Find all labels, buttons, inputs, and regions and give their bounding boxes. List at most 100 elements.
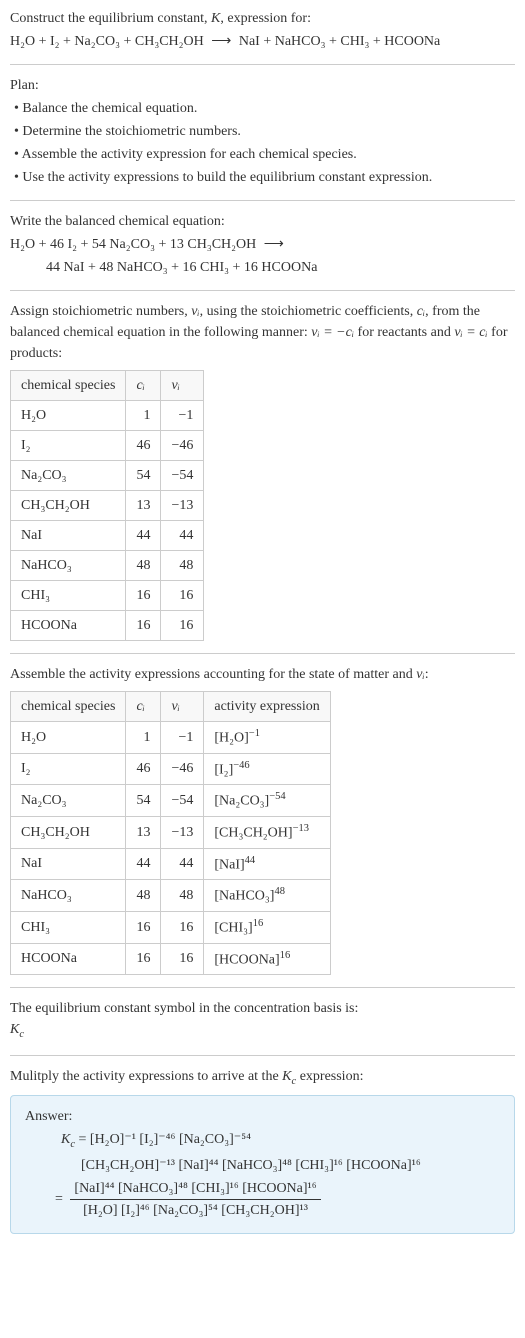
- th-species: chemical species: [11, 371, 126, 401]
- cell-ci: 16: [126, 581, 161, 611]
- fraction: [NaI]⁴⁴ [NaHCO₃]⁴⁸ [CHI₃]¹⁶ [HCOONa]¹⁶ […: [70, 1178, 320, 1221]
- table-row: H₂O 1 −1: [11, 401, 204, 431]
- mult-text-a: Mulitply the activity expressions to arr…: [10, 1069, 282, 1084]
- plan-item: • Assemble the activity expression for e…: [14, 144, 515, 165]
- cell-ci: 48: [126, 551, 161, 581]
- cell-ci: 16: [126, 611, 161, 641]
- answer-line1: Kc = [H₂O]⁻¹ [I₂]⁻⁴⁶ [Na₂CO₃]⁻⁵⁴: [25, 1129, 500, 1153]
- th-ci: cᵢ: [126, 692, 161, 722]
- cell-ci: 46: [126, 431, 161, 461]
- cell-vi: −1: [161, 401, 204, 431]
- cell-species: I₂: [11, 753, 126, 785]
- table-row: NaHCO₃ 48 48: [11, 551, 204, 581]
- kc-k: K: [10, 1022, 19, 1037]
- intro-section: Construct the equilibrium constant, K, e…: [10, 8, 515, 52]
- symbol-text: The equilibrium constant symbol in the c…: [10, 998, 515, 1019]
- cell-ci: 16: [126, 911, 161, 943]
- cell-ci: 13: [126, 816, 161, 848]
- mult-text-b: expression:: [296, 1069, 363, 1084]
- intro-equation: H₂O + I₂ + Na₂CO₃ + CH₃CH₂OH ⟶ NaI + NaH…: [10, 31, 515, 52]
- table-row: CHI₃ 16 16: [11, 581, 204, 611]
- frac-denominator: [H₂O] [I₂]⁴⁶ [Na₂CO₃]⁵⁴ [CH₃CH₂OH]¹³: [70, 1200, 320, 1221]
- plan-section: Plan: • Balance the chemical equation. •…: [10, 75, 515, 188]
- cell-ci: 44: [126, 521, 161, 551]
- assemble-text-b: :: [425, 667, 429, 682]
- cell-vi: −13: [161, 816, 204, 848]
- th-species: chemical species: [11, 692, 126, 722]
- assemble-section: Assemble the activity expressions accoun…: [10, 664, 515, 975]
- balanced-section: Write the balanced chemical equation: H₂…: [10, 211, 515, 278]
- cell-ci: 48: [126, 880, 161, 912]
- intro-prefix: Construct the equilibrium constant,: [10, 11, 211, 26]
- cell-activity: [NaI]44: [204, 848, 330, 880]
- table-row: I₂ 46 −46 [I₂]−46: [11, 753, 331, 785]
- rel1: νᵢ = −cᵢ: [311, 325, 354, 340]
- cell-species: H₂O: [11, 401, 126, 431]
- multiply-section: Mulitply the activity expressions to arr…: [10, 1066, 515, 1234]
- arrow-icon: ⟶: [211, 31, 231, 52]
- balanced-lhs: H₂O + 46 I₂ + 54 Na₂CO₃ + 13 CH₃CH₂OH: [10, 237, 256, 252]
- cell-vi: 16: [161, 911, 204, 943]
- cell-vi: 44: [161, 521, 204, 551]
- table-row: H₂O 1 −1 [H₂O]−1: [11, 722, 331, 754]
- table-row: HCOONa 16 16: [11, 611, 204, 641]
- answer-label: Answer:: [25, 1106, 500, 1127]
- cell-species: HCOONa: [11, 943, 126, 975]
- table-row: CH₃CH₂OH 13 −13 [CH₃CH₂OH]−13: [11, 816, 331, 848]
- cell-species: NaHCO₃: [11, 880, 126, 912]
- cell-ci: 1: [126, 401, 161, 431]
- cell-activity: [CH₃CH₂OH]−13: [204, 816, 330, 848]
- cell-activity: [Na₂CO₃]−54: [204, 785, 330, 817]
- cell-vi: −1: [161, 722, 204, 754]
- answer-expr2: [CH₃CH₂OH]⁻¹³ [NaI]⁴⁴ [NaHCO₃]⁴⁸ [CHI₃]¹…: [81, 1158, 421, 1173]
- nu-i: νᵢ: [191, 304, 199, 319]
- cell-species: Na₂CO₃: [11, 785, 126, 817]
- cell-species: CHI₃: [11, 911, 126, 943]
- c-i: cᵢ: [417, 304, 425, 319]
- cell-vi: 16: [161, 943, 204, 975]
- divider: [10, 653, 515, 654]
- table-header-row: chemical species cᵢ νᵢ activity expressi…: [11, 692, 331, 722]
- assemble-text: Assemble the activity expressions accoun…: [10, 664, 515, 685]
- cell-vi: −54: [161, 461, 204, 491]
- table-row: NaHCO₃ 48 48 [NaHCO₃]48: [11, 880, 331, 912]
- cell-ci: 13: [126, 491, 161, 521]
- eq-lhs: H₂O + I₂ + Na₂CO₃ + CH₃CH₂OH: [10, 34, 204, 49]
- cell-activity: [I₂]−46: [204, 753, 330, 785]
- vi-header: νᵢ: [171, 699, 179, 714]
- balanced-rhs: 44 NaI + 48 NaHCO₃ + 16 CHI₃ + 16 HCOONa: [46, 260, 317, 275]
- th-ci: cᵢ: [126, 371, 161, 401]
- cell-vi: −46: [161, 431, 204, 461]
- assemble-text-a: Assemble the activity expressions accoun…: [10, 667, 416, 682]
- frac-numerator: [NaI]⁴⁴ [NaHCO₃]⁴⁸ [CHI₃]¹⁶ [HCOONa]¹⁶: [70, 1178, 320, 1200]
- cell-vi: 16: [161, 581, 204, 611]
- th-vi: νᵢ: [161, 692, 204, 722]
- cell-species: HCOONa: [11, 611, 126, 641]
- cell-species: CH₃CH₂OH: [11, 816, 126, 848]
- cell-species: H₂O: [11, 722, 126, 754]
- balanced-equation: H₂O + 46 I₂ + 54 Na₂CO₃ + 13 CH₃CH₂OH ⟶: [10, 234, 515, 255]
- eq-sign: =: [55, 1192, 66, 1207]
- assign-text-d: for reactants and: [354, 325, 454, 340]
- cell-ci: 16: [126, 943, 161, 975]
- cell-ci: 1: [126, 722, 161, 754]
- cell-species: I₂: [11, 431, 126, 461]
- table-row: HCOONa 16 16 [HCOONa]16: [11, 943, 331, 975]
- cell-vi: −54: [161, 785, 204, 817]
- table-row: NaI 44 44: [11, 521, 204, 551]
- table-header-row: chemical species cᵢ νᵢ: [11, 371, 204, 401]
- cell-species: CH₃CH₂OH: [11, 491, 126, 521]
- cell-species: Na₂CO₃: [11, 461, 126, 491]
- plan-item: • Use the activity expressions to build …: [14, 167, 515, 188]
- arrow-icon: ⟶: [264, 234, 284, 255]
- answer-expr1: = [H₂O]⁻¹ [I₂]⁻⁴⁶ [Na₂CO₃]⁻⁵⁴: [75, 1132, 251, 1147]
- eq-rhs: NaI + NaHCO₃ + CHI₃ + HCOONa: [239, 34, 440, 49]
- table-row: CHI₃ 16 16 [CHI₃]16: [11, 911, 331, 943]
- ci-header: cᵢ: [136, 378, 144, 393]
- plan-list: • Balance the chemical equation. • Deter…: [10, 98, 515, 188]
- balanced-title: Write the balanced chemical equation:: [10, 211, 515, 232]
- assign-text-a: Assign stoichiometric numbers,: [10, 304, 191, 319]
- kc-symbol: Kc: [10, 1019, 515, 1043]
- assign-section: Assign stoichiometric numbers, νᵢ, using…: [10, 301, 515, 641]
- table-row: Na₂CO₃ 54 −54 [Na₂CO₃]−54: [11, 785, 331, 817]
